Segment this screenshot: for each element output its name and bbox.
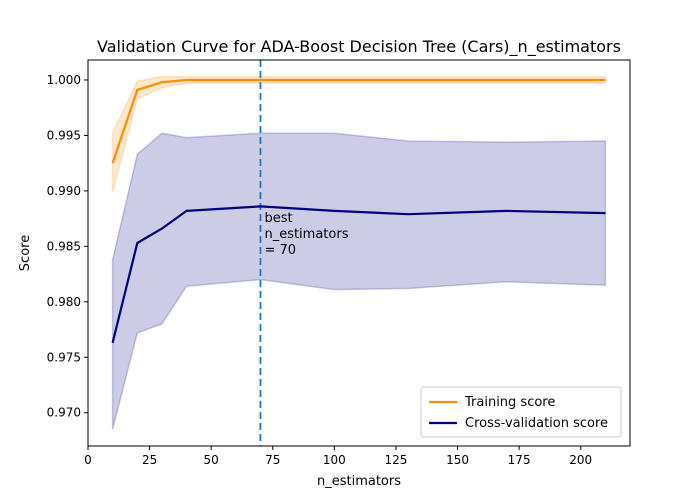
x-tick-label: 50 [204,453,219,467]
x-tick-label: 175 [508,453,531,467]
plot-frame [87,59,631,447]
annotation-line-0: best [264,211,292,226]
legend-label-0: Training score [464,395,555,410]
y-tick-label: 0.970 [47,406,81,420]
x-tick-label: 75 [265,453,280,467]
x-axis-label: n_estimators [317,474,401,489]
plot-axes [87,59,631,447]
legend-label-1: Cross-validation score [465,416,608,431]
x-tick-label: 125 [385,453,408,467]
x-tick-label: 25 [142,453,157,467]
y-tick-label: 1.000 [47,73,81,87]
annotation-line-1: n_estimators [264,227,348,242]
chart-title: Validation Curve for ADA-Boost Decision … [97,37,621,57]
x-tick-label: 200 [569,453,592,467]
series-0-band [111,75,607,193]
series-0-line [111,78,606,164]
y-axis-label: Score [18,235,33,271]
x-axis-ticks: 0 25 50 75 100 125 150 175 200 [84,446,592,467]
series-1-band [111,132,607,430]
y-tick-label: 0.980 [47,295,81,309]
confidence-bands [111,75,607,430]
y-axis-ticks: 0.970 0.975 0.980 0.985 0.990 0.995 1.000 [47,73,88,420]
x-tick-label: 100 [323,453,346,467]
legend-box [420,386,622,438]
chart-legend: Training score Cross-validation score [420,386,622,438]
y-tick-label: 0.995 [47,128,81,142]
annotation-line-2: = 70 [264,243,296,258]
y-tick-label: 0.975 [47,350,81,364]
x-tick-label: 0 [84,453,92,467]
series-lines [111,78,606,344]
y-tick-label: 0.990 [47,184,81,198]
x-tick-label: 150 [446,453,469,467]
y-tick-label: 0.985 [47,239,81,253]
series-1-line [111,205,606,344]
